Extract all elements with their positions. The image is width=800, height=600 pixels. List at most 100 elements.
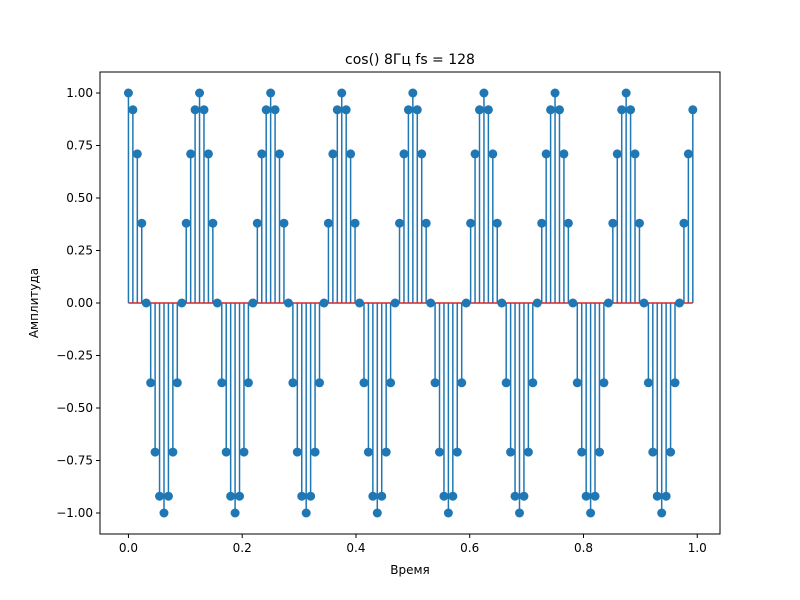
stem-marker — [412, 105, 422, 115]
stem-marker — [532, 298, 542, 308]
stem-marker — [332, 105, 342, 115]
x-tick-label: 0.8 — [574, 541, 593, 555]
stem-marker — [355, 298, 365, 308]
stem-marker — [657, 508, 667, 518]
stem-markers — [123, 88, 698, 518]
stem-marker — [679, 218, 689, 228]
stem-marker — [297, 491, 307, 501]
stem-marker — [159, 508, 169, 518]
x-tick-label: 0.2 — [233, 541, 252, 555]
stem-marker — [141, 298, 151, 308]
stem-marker — [306, 491, 316, 501]
stem-marker — [177, 298, 187, 308]
stem-marker — [470, 149, 480, 159]
stem-marker — [368, 491, 378, 501]
stem-marker — [426, 298, 436, 308]
stem-marker — [399, 149, 409, 159]
stem-marker — [563, 218, 573, 228]
chart-title: cos() 8Гц fs = 128 — [345, 52, 475, 68]
stem-marker — [301, 508, 311, 518]
x-tick-label: 0.0 — [119, 541, 138, 555]
stem-marker — [675, 298, 685, 308]
x-tick-label: 0.6 — [460, 541, 479, 555]
stem-marker — [199, 105, 209, 115]
x-tick-label: 0.4 — [346, 541, 365, 555]
stem-marker — [146, 378, 156, 388]
stem-marker — [181, 218, 191, 228]
stem-marker — [328, 149, 338, 159]
stem-marker — [288, 378, 298, 388]
stem-marker — [439, 491, 449, 501]
stem-marker — [630, 149, 640, 159]
stem-marker — [235, 491, 245, 501]
y-tick-label: 0.75 — [66, 139, 93, 153]
y-tick-label: −0.75 — [56, 454, 93, 468]
stem-marker — [252, 218, 262, 228]
stem-marker — [381, 447, 391, 457]
stem-marker — [510, 491, 520, 501]
stem-marker — [608, 218, 618, 228]
stem-marker — [257, 149, 267, 159]
stem-marker — [617, 105, 627, 115]
stem-marker — [386, 378, 396, 388]
stem-marker — [395, 218, 405, 228]
stem-marker — [186, 149, 196, 159]
stem-marker — [292, 447, 302, 457]
x-axis-ticks: 0.0 0.2 0.4 0.6 0.8 1.0 — [119, 534, 707, 555]
stem-marker — [217, 378, 227, 388]
stem-marker — [559, 149, 569, 159]
stem-marker — [594, 447, 604, 457]
stem-marker — [377, 491, 387, 501]
stem-marker — [541, 149, 551, 159]
stem-lines — [127, 93, 694, 513]
stem-marker — [248, 298, 258, 308]
y-tick-label: 0.25 — [66, 244, 93, 258]
stem-marker — [577, 447, 587, 457]
stem-marker — [337, 88, 347, 98]
stem-marker — [528, 378, 538, 388]
stem-marker — [403, 105, 413, 115]
stem-marker — [221, 447, 231, 457]
stem-marker — [550, 88, 560, 98]
stem-marker — [341, 105, 351, 115]
stem-marker — [208, 218, 218, 228]
y-axis-ticks: −1.00 −0.75 −0.50 −0.25 0.00 0.25 0.50 0.75 1.00 — [56, 86, 100, 520]
stem-marker — [279, 218, 289, 228]
stem-marker — [155, 491, 165, 501]
stem-marker — [172, 378, 182, 388]
x-tick-label: 1.0 — [688, 541, 707, 555]
stem-marker — [243, 378, 253, 388]
stem-marker — [195, 88, 205, 98]
stem-marker — [239, 447, 249, 457]
stem-marker — [461, 298, 471, 308]
stem-marker — [230, 508, 240, 518]
stem-marker — [612, 149, 622, 159]
stem-marker — [417, 149, 427, 159]
stem-marker — [421, 218, 431, 228]
stem-marker — [310, 447, 320, 457]
x-axis-label: Время — [390, 563, 430, 577]
stem-marker — [506, 447, 516, 457]
stem-marker — [128, 105, 138, 115]
stem-marker — [150, 447, 160, 457]
stem-marker — [603, 298, 613, 308]
stem-marker — [443, 508, 453, 518]
stem-marker — [683, 149, 693, 159]
stem-marker — [363, 447, 373, 457]
stem-marker — [475, 105, 485, 115]
stem-marker — [163, 491, 173, 501]
stem-marker — [203, 149, 213, 159]
y-tick-label: −0.50 — [56, 401, 93, 415]
stem-marker — [634, 218, 644, 228]
stem-marker — [661, 491, 671, 501]
stem-marker — [408, 88, 418, 98]
stem-marker — [448, 491, 458, 501]
stem-marker — [319, 298, 329, 308]
stem-marker — [261, 105, 271, 115]
stem-marker — [275, 149, 285, 159]
stem-marker — [546, 105, 556, 115]
stem-marker — [346, 149, 356, 159]
stem-marker — [137, 218, 147, 228]
stem-marker — [501, 378, 511, 388]
stem-marker — [452, 447, 462, 457]
